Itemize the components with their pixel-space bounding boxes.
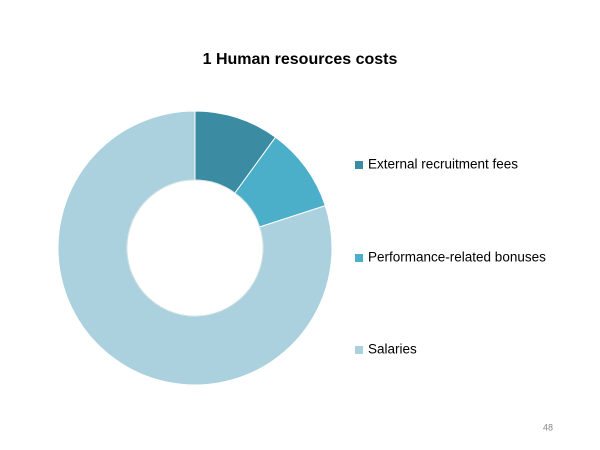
page-number: 48 [543,422,553,432]
legend-label: Performance-related bonuses [368,250,546,265]
chart-title: 1 Human resources costs [203,51,398,68]
legend-label: External recruitment fees [368,157,518,172]
legend-swatch [355,161,363,169]
legend-swatch [355,254,363,262]
legend-swatch [355,346,363,354]
donut-inner-edge [126,179,264,317]
legend-label: Salaries [368,342,417,357]
